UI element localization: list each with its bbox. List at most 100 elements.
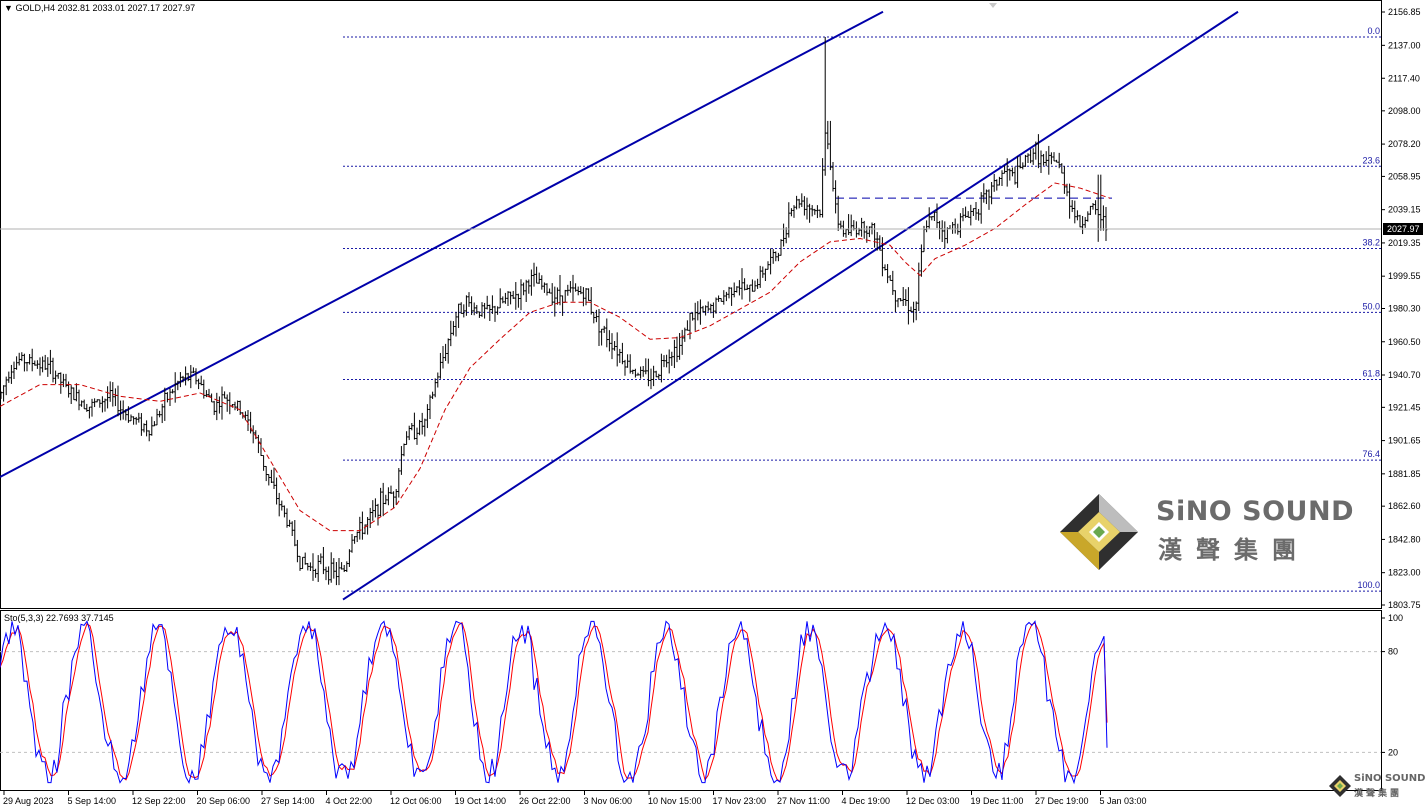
price-bar <box>766 261 770 270</box>
price-bar <box>20 352 24 362</box>
price-bar <box>1034 141 1038 160</box>
price-bar <box>140 413 143 436</box>
price-bar <box>1081 215 1084 235</box>
price-bar <box>225 394 229 412</box>
price-bar <box>745 284 749 290</box>
stochastic-signal-line <box>0 621 1108 783</box>
price-bar <box>543 282 546 293</box>
price-bar <box>717 295 720 302</box>
logo-brand-name: SiNO SOUND <box>1156 496 1354 527</box>
price-bar <box>179 372 182 388</box>
price-bar <box>80 400 83 407</box>
ma-line <box>0 182 1111 532</box>
price-bar <box>761 266 765 278</box>
price-bar <box>808 203 811 223</box>
price-bar <box>712 302 715 318</box>
price-bar <box>249 411 252 434</box>
price-bar <box>17 352 21 366</box>
price-bar <box>964 206 967 218</box>
price-tick-label: 1960.50 <box>1388 337 1421 347</box>
price-bar <box>176 380 180 391</box>
price-bar <box>613 341 616 351</box>
price-bar <box>329 552 333 583</box>
fib-level-label: 50.0 <box>1362 301 1380 311</box>
price-bar <box>930 216 934 221</box>
price-bar <box>1050 152 1053 165</box>
current-price-box <box>1383 223 1423 235</box>
stochastic-lines <box>0 620 1381 785</box>
price-bar <box>691 312 694 321</box>
price-bar <box>350 533 354 553</box>
price-bar <box>602 325 606 333</box>
stochastic-tick-label: 80 <box>1388 647 1398 657</box>
price-bar <box>844 228 848 238</box>
price-bar <box>818 209 822 218</box>
price-bar <box>727 286 731 299</box>
price-bar <box>10 364 13 384</box>
price-bar <box>283 505 286 518</box>
price-tick-label: 1803.75 <box>1388 600 1421 610</box>
price-bar <box>407 425 411 441</box>
price-bar <box>335 561 338 586</box>
price-bar <box>1021 162 1025 170</box>
price-bar <box>301 556 304 570</box>
price-bar <box>660 353 663 383</box>
price-bar <box>706 301 710 312</box>
price-bar <box>207 388 211 398</box>
price-bar <box>342 564 346 573</box>
price-bar <box>173 372 177 403</box>
price-bar <box>296 539 299 563</box>
price-bar <box>184 366 187 386</box>
price-bar <box>488 304 492 321</box>
price-bar <box>1011 167 1014 177</box>
price-bar <box>787 202 791 238</box>
price-tick-label: 1842.80 <box>1388 534 1421 544</box>
price-bar <box>95 399 99 403</box>
price-bar <box>784 227 788 244</box>
fib-level-label: 76.4 <box>1362 449 1380 459</box>
price-bar <box>847 214 850 236</box>
price-bar <box>933 211 936 221</box>
price-bar <box>306 563 310 571</box>
price-bar <box>894 290 897 313</box>
price-bar <box>98 399 102 408</box>
collapse-triangle-icon[interactable]: ▼ <box>4 3 13 13</box>
price-bar <box>519 279 523 311</box>
price-bar <box>478 311 481 318</box>
price-bar <box>545 283 549 296</box>
price-bar <box>1016 156 1019 188</box>
price-bar <box>134 416 138 425</box>
chart-header: ▼ GOLD,H4 2032.81 2033.01 2027.17 2027.9… <box>4 3 195 13</box>
price-bar <box>194 368 198 385</box>
watermark-diamond-icon <box>1329 775 1351 797</box>
price-bar <box>36 360 39 369</box>
price-bar <box>93 398 96 408</box>
price-bar <box>392 491 395 508</box>
price-bar <box>571 274 575 302</box>
price-bar <box>142 423 146 433</box>
price-bar <box>979 192 983 224</box>
price-bar <box>72 387 76 401</box>
price-bar <box>127 406 130 423</box>
price-bar <box>358 516 362 540</box>
price-bar <box>667 349 671 374</box>
price-bar <box>85 403 89 412</box>
price-bar <box>652 365 655 387</box>
price-bar <box>111 382 115 407</box>
price-bar <box>233 401 237 411</box>
price-bar <box>452 321 455 336</box>
price-bar <box>826 120 830 150</box>
price-bar <box>569 281 572 293</box>
price-bar <box>959 213 962 238</box>
price-bar <box>1018 155 1022 169</box>
price-bar <box>1102 205 1105 231</box>
price-bar <box>387 487 390 506</box>
price-axis: 2156.85 2137.00 2117.40 2098.00 2078.20 2058.… <box>1381 7 1421 610</box>
price-tick-label: 2019.35 <box>1388 238 1421 248</box>
stochastic-axis: 100 80 20 <box>1381 613 1403 757</box>
price-bar <box>25 361 29 372</box>
price-bar <box>189 365 193 389</box>
price-bar <box>77 389 81 411</box>
price-bar <box>90 398 94 417</box>
